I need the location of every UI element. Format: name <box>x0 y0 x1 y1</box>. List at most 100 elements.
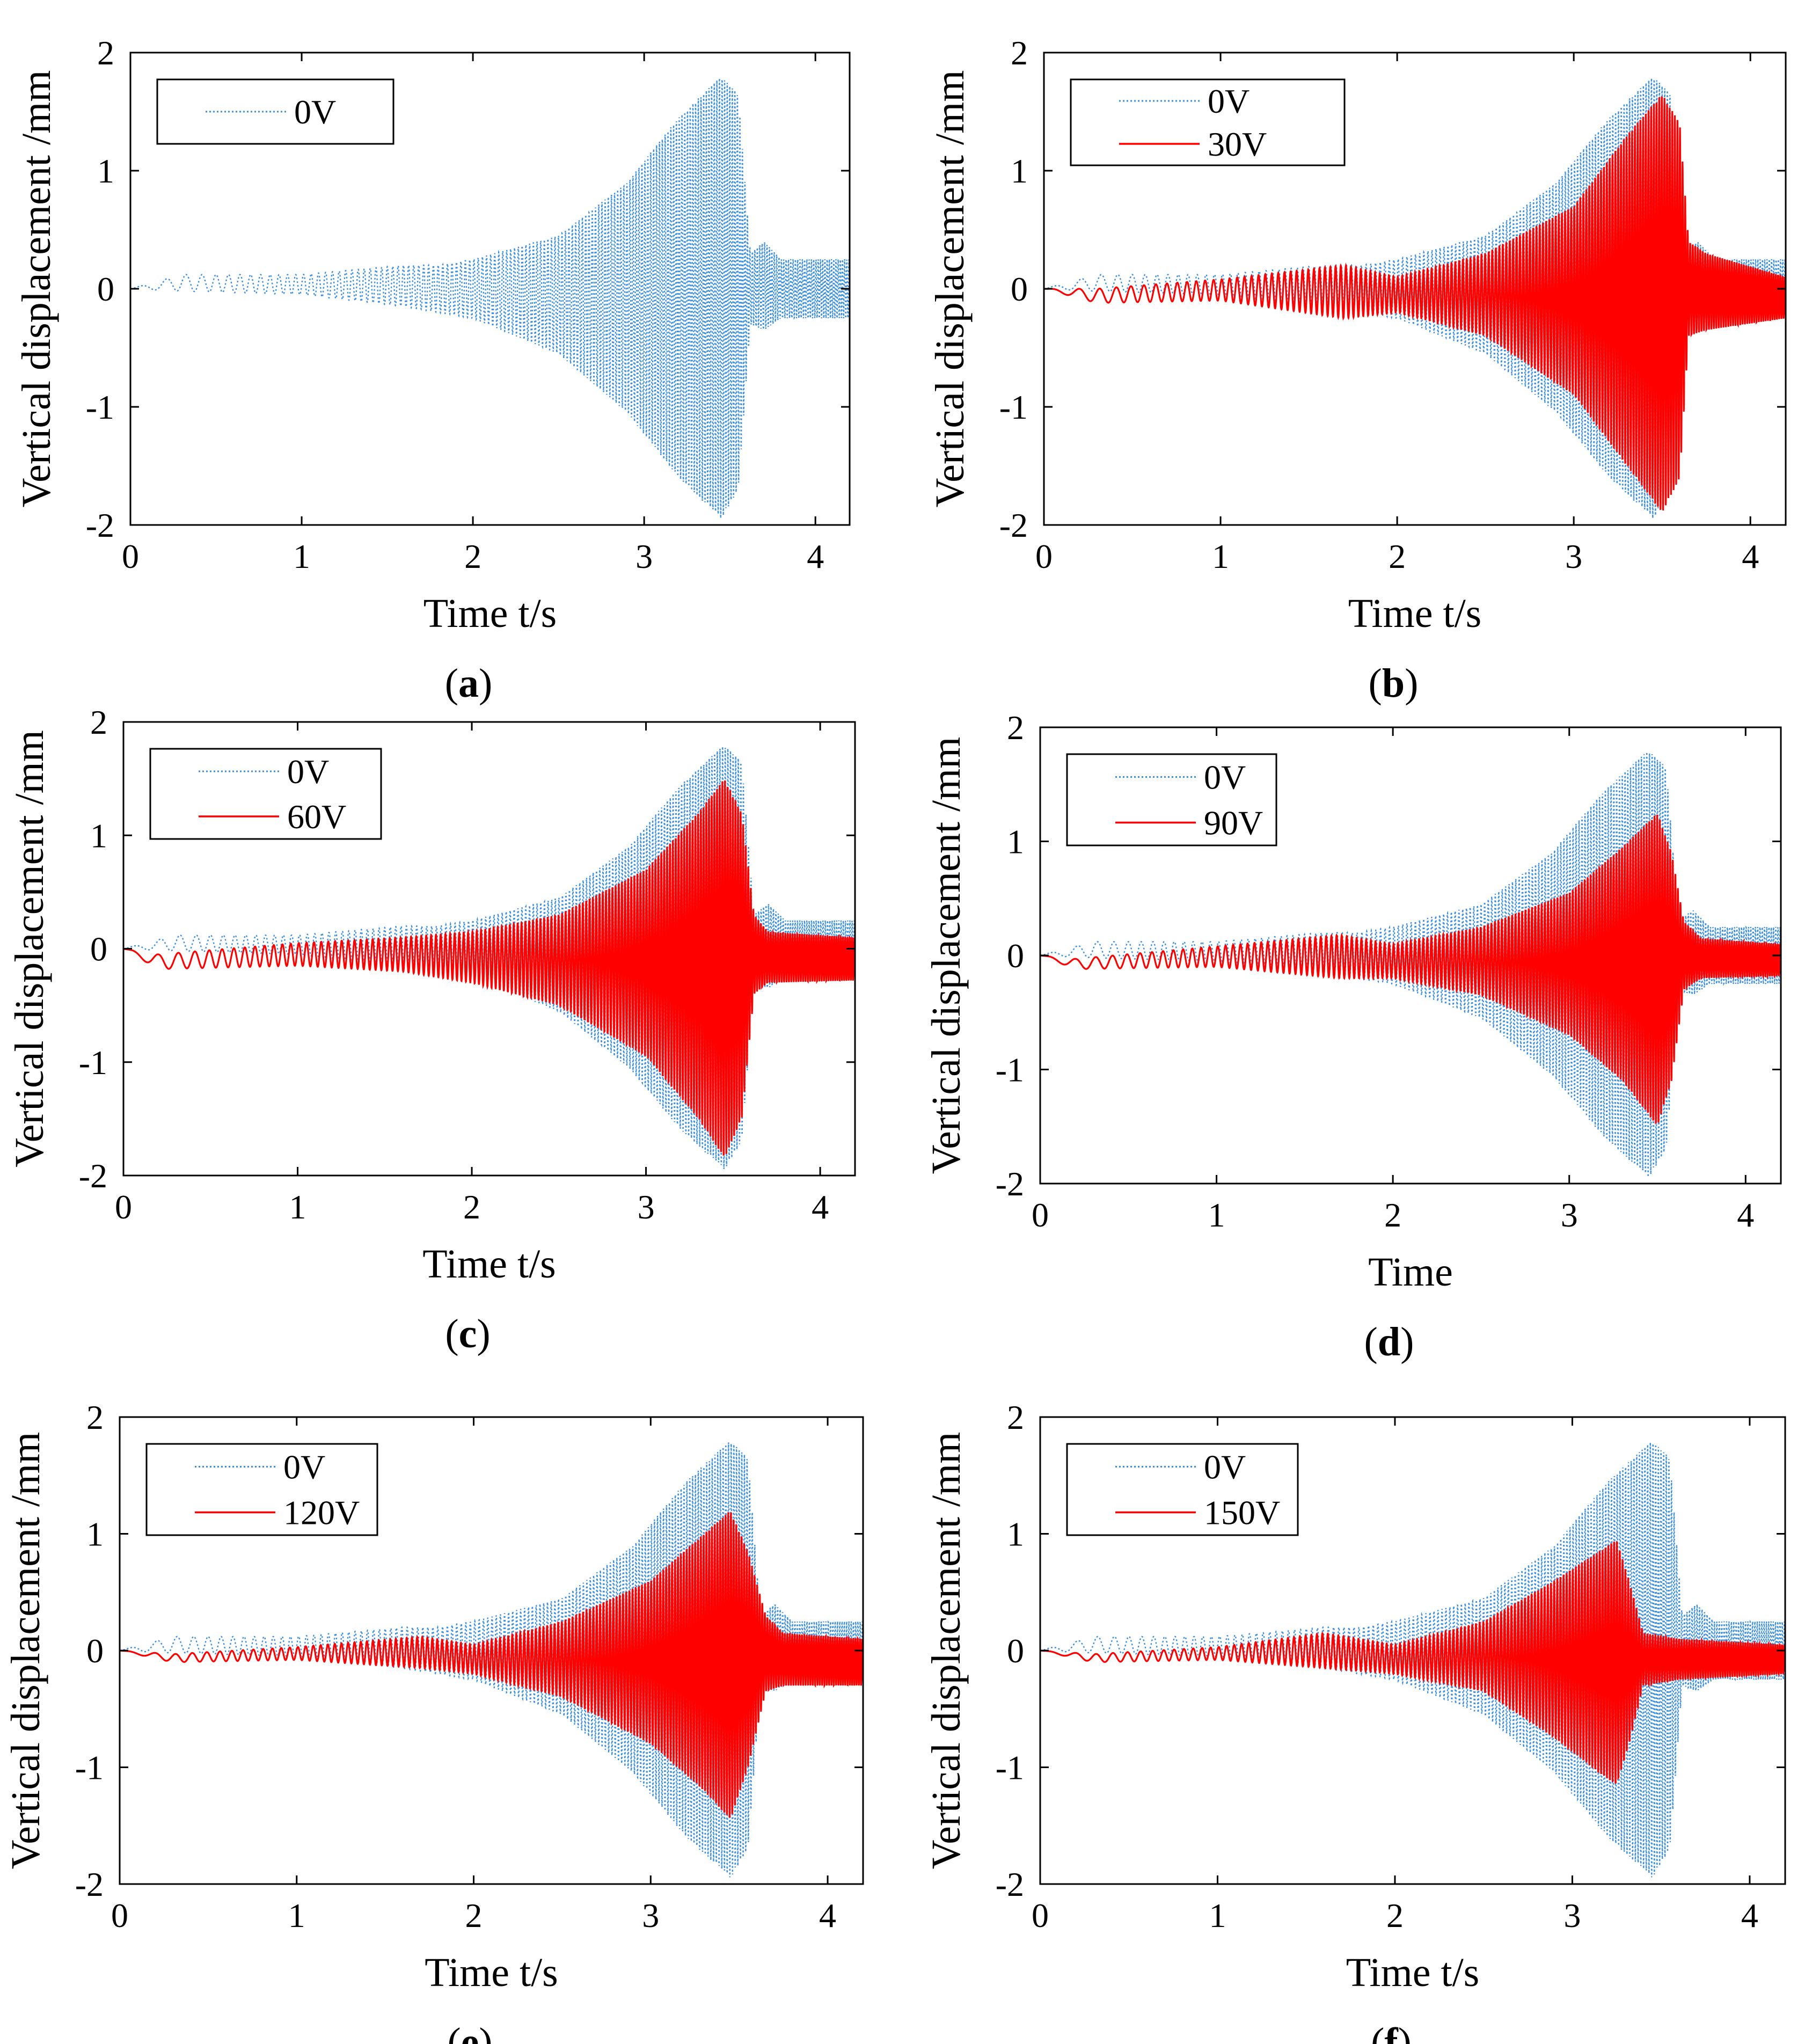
y-tick-label: -1 <box>75 1749 104 1787</box>
x-tick-label: 1 <box>289 1188 306 1226</box>
legend-box <box>145 1443 378 1536</box>
legend: 0V <box>156 78 394 145</box>
x-tick-label: 2 <box>465 1896 483 1934</box>
series-group <box>123 746 855 1169</box>
panel-letter: d <box>1378 1319 1400 1364</box>
x-tick-label: 4 <box>812 1188 829 1226</box>
y-tick-label: 1 <box>1007 1515 1024 1553</box>
y-tick-label: -1 <box>86 388 114 426</box>
x-tick-label: 3 <box>635 537 653 575</box>
panel-letter: e <box>461 2020 479 2044</box>
y-axis-label: Vertical displacement /mm <box>14 70 59 508</box>
x-tick-label: 2 <box>464 537 481 575</box>
x-tick-label: 3 <box>638 1188 655 1226</box>
x-tick-label: 2 <box>1386 1896 1404 1934</box>
x-tick-label: 0 <box>115 1188 132 1226</box>
legend: 0V 150V <box>1066 1443 1299 1536</box>
y-axis-label: Vertical displacement /mm <box>924 737 969 1174</box>
x-tick-label: 0 <box>111 1896 128 1934</box>
x-axis-label: Time t/s <box>1346 1950 1480 1995</box>
series-line-30V <box>1044 96 1786 511</box>
panel-letter: f <box>1384 2020 1399 2044</box>
y-tick-label: 2 <box>1007 1398 1024 1436</box>
y-tick-label: 1 <box>1007 823 1024 861</box>
legend-box <box>1066 753 1277 846</box>
x-tick-label: 0 <box>122 537 139 575</box>
chart-panel-b: 0 1 2 3 4 -2 -1 0 1 2 Time t/s Vertical displacemen… <box>927 34 1787 706</box>
y-tick-label: -2 <box>996 1865 1024 1903</box>
x-axis-label: Time t/s <box>423 591 557 636</box>
panel-label: (b) <box>1369 661 1419 706</box>
y-tick-label: 1 <box>1011 152 1028 190</box>
series-line-90V <box>1040 814 1781 1124</box>
y-axis-label: Vertical displacement /mm <box>7 730 52 1167</box>
series-line-0V <box>130 78 850 519</box>
y-tick-label: -1 <box>79 1043 107 1082</box>
panel-letter: a <box>458 661 479 706</box>
legend-label: 0V <box>283 1448 325 1486</box>
y-tick-label: -1 <box>999 388 1028 426</box>
panel-label: (e) <box>447 2020 492 2044</box>
x-tick-label: 4 <box>1741 1896 1758 1934</box>
x-tick-label: 0 <box>1035 537 1053 575</box>
y-tick-label: -2 <box>999 506 1028 544</box>
series-group <box>120 1442 863 1878</box>
legend-label: 60V <box>287 798 346 836</box>
x-tick-label: 4 <box>819 1896 836 1934</box>
legend-label: 150V <box>1204 1494 1280 1532</box>
x-tick-label: 3 <box>642 1896 659 1934</box>
chart-panel-d: 0 1 2 3 4 -2 -1 0 1 2 Time Vertical displacement /m… <box>924 709 1782 1364</box>
x-tick-label: 4 <box>1737 1196 1754 1234</box>
x-tick-label: 1 <box>1212 537 1229 575</box>
legend-box <box>1070 78 1346 166</box>
legend-box <box>1066 1443 1299 1536</box>
legend-box <box>149 748 382 840</box>
legend-box <box>156 78 394 145</box>
x-tick-label: 4 <box>807 537 824 575</box>
y-tick-label: 0 <box>1007 937 1024 975</box>
panel-label: (c) <box>445 1311 490 1356</box>
y-tick-label: 1 <box>86 1515 104 1553</box>
legend-label: 120V <box>283 1494 360 1532</box>
y-axis-label: Vertical displacement /mm <box>927 70 973 508</box>
series-line-150V <box>1040 1541 1785 1784</box>
panel-label: (a) <box>445 661 493 706</box>
x-tick-label: 2 <box>1389 537 1406 575</box>
x-axis-label: Time t/s <box>1348 591 1482 636</box>
legend-label: 0V <box>1204 1448 1246 1486</box>
x-axis-label: Time t/s <box>425 1950 558 1995</box>
series-group <box>1040 1442 1785 1878</box>
series-line-60V <box>123 780 855 1156</box>
y-tick-label: -2 <box>996 1165 1024 1203</box>
y-tick-label: 1 <box>97 152 114 190</box>
panel-letter: c <box>459 1311 477 1356</box>
y-tick-label: 0 <box>1007 1632 1024 1670</box>
y-tick-label: -2 <box>79 1157 107 1195</box>
x-tick-label: 4 <box>1742 537 1759 575</box>
legend-label: 0V <box>287 753 329 791</box>
legend-label: 0V <box>1204 758 1246 797</box>
x-tick-label: 2 <box>463 1188 480 1226</box>
y-tick-label: 2 <box>86 1398 104 1436</box>
y-tick-label: 2 <box>1007 709 1024 747</box>
x-tick-label: 1 <box>1209 1896 1226 1934</box>
x-tick-label: 3 <box>1561 1196 1578 1234</box>
y-axis-label: Vertical displacement /mm <box>3 1432 48 1870</box>
series-line-120V <box>120 1512 863 1818</box>
x-tick-label: 1 <box>288 1896 305 1934</box>
y-tick-label: 2 <box>97 34 114 72</box>
series-group <box>1044 78 1786 519</box>
chart-panel-e: 0 1 2 3 4 -2 -1 0 1 2 Time t/s Vertical displacemen… <box>3 1398 864 2044</box>
chart-panel-f: 0 1 2 3 4 -2 -1 0 1 2 Time t/s Vertical displacemen… <box>924 1398 1786 2044</box>
y-tick-label: 0 <box>97 270 114 308</box>
legend-label: 0V <box>1208 82 1250 120</box>
x-tick-label: 3 <box>1565 537 1582 575</box>
x-tick-label: 3 <box>1563 1896 1581 1934</box>
series-group <box>130 78 850 519</box>
y-tick-label: -2 <box>75 1865 104 1903</box>
legend-label: 0V <box>294 93 336 131</box>
